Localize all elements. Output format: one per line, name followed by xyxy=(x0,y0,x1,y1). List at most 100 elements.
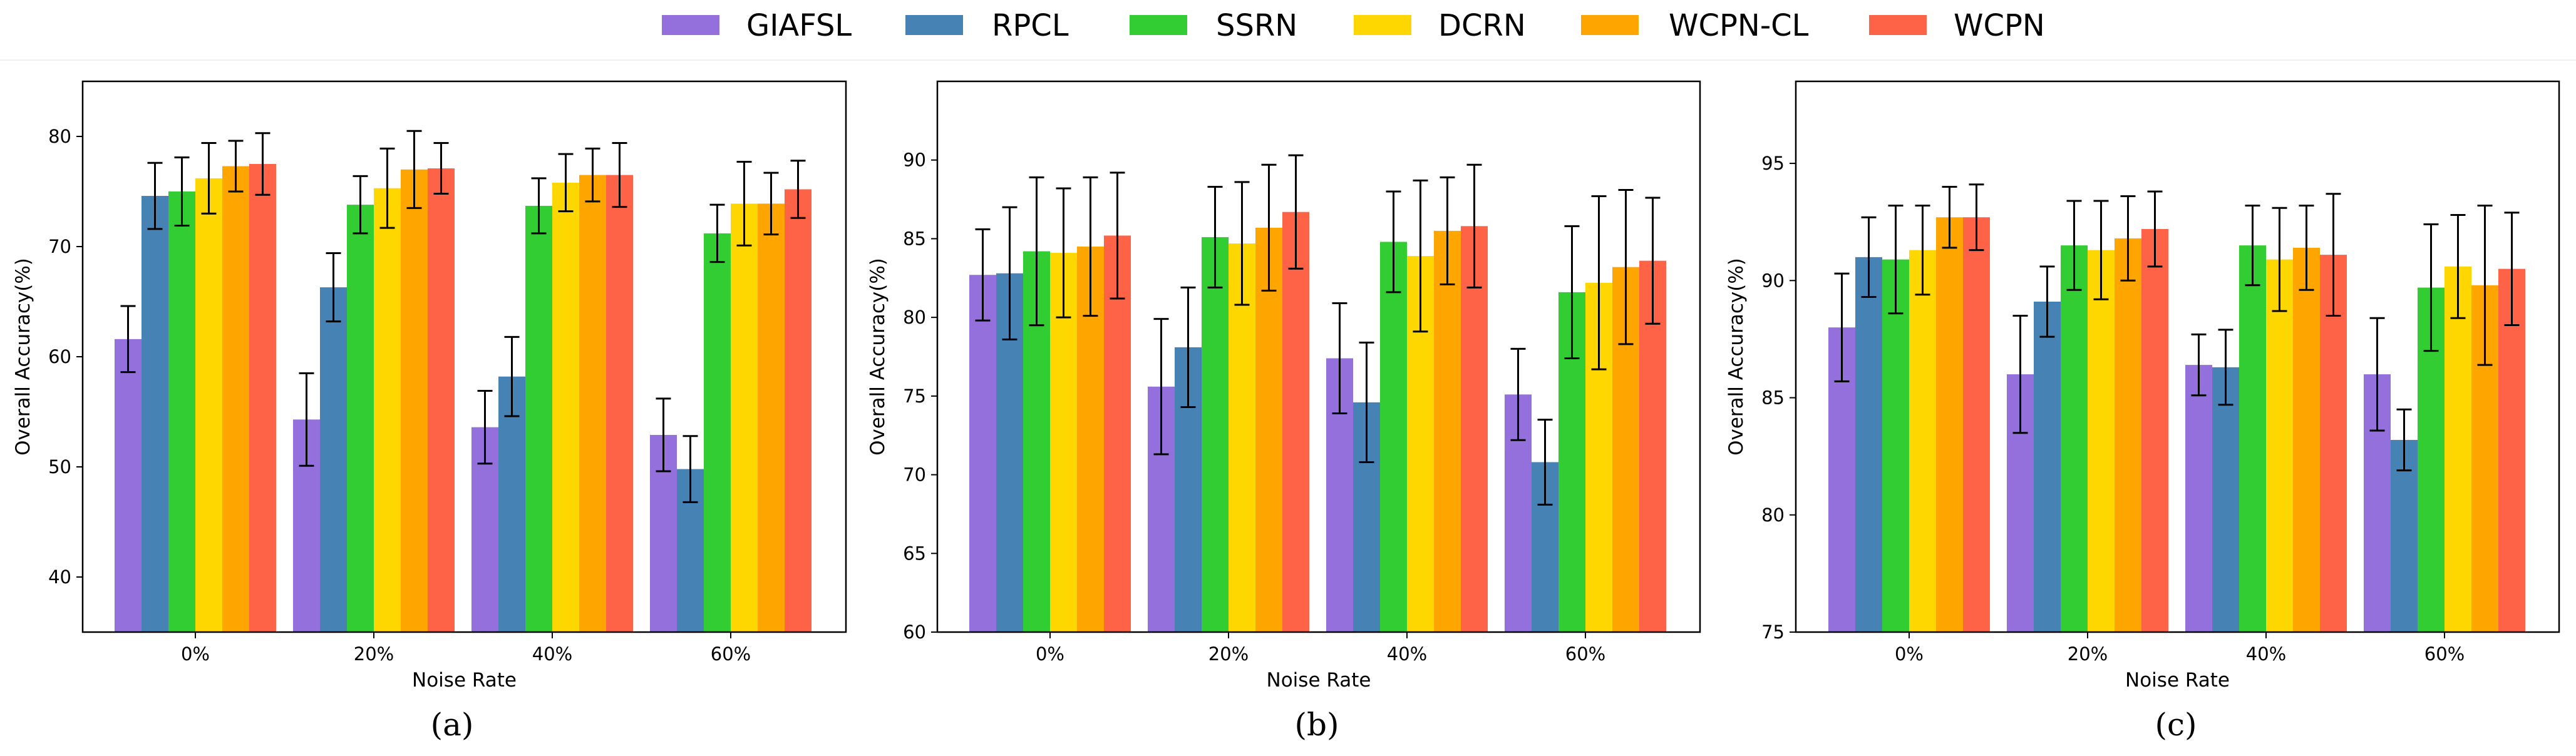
y-tick-label: 90 xyxy=(1761,270,1785,291)
x-tick-label: 60% xyxy=(2424,643,2465,665)
x-tick-label: 40% xyxy=(532,643,572,665)
error-bar-ssrn-60pct xyxy=(2423,223,2439,352)
error-bar-wcpn-cl-0pct xyxy=(1942,186,1957,249)
error-bar-giafsl-20pct xyxy=(2012,314,2028,434)
error-bar-giafsl-40pct xyxy=(1332,302,1347,415)
bar-dcrn-20pct xyxy=(1229,243,1255,632)
x-tick-label: 40% xyxy=(2246,643,2286,665)
bar-rpcl-40pct xyxy=(498,376,525,632)
bar-giafsl-40pct xyxy=(2185,365,2212,632)
bar-ssrn-60pct xyxy=(704,233,731,632)
error-bar-wcpn-cl-60pct xyxy=(763,171,779,236)
bar-wcpn-60pct xyxy=(785,189,811,633)
bar-dcrn-20pct xyxy=(2088,250,2115,632)
x-tick-label: 0% xyxy=(1895,643,1924,665)
chart-1: 40 50 60 70 80 0% 20% 40% 60% Noise Rate Overall A… xyxy=(12,80,847,743)
error-bar-wcpn-cl-0pct xyxy=(228,140,244,193)
error-bar-rpcl-40pct xyxy=(504,335,520,417)
error-bar-wcpn-40pct xyxy=(612,142,627,208)
y-tick-label: 70 xyxy=(48,236,71,257)
y-tick-label: 85 xyxy=(903,228,926,249)
x-tick-label: 20% xyxy=(2068,643,2108,665)
bar-ssrn-40pct xyxy=(1380,242,1407,632)
error-bar-ssrn-40pct xyxy=(2245,204,2260,287)
x-tick-label: 20% xyxy=(1208,643,1249,665)
subfigure-caption: (c) xyxy=(2155,707,2197,743)
error-bar-dcrn-0pct xyxy=(1056,187,1071,319)
error-bar-giafsl-0pct xyxy=(975,228,991,322)
error-bar-wcpn-cl-20pct xyxy=(2120,195,2136,282)
legend-label-wcpn-cl: WCPN-CL xyxy=(1669,8,1809,43)
bar-dcrn-20pct xyxy=(374,188,401,633)
y-tick-label: 40 xyxy=(48,566,71,588)
error-bar-dcrn-20pct xyxy=(379,147,395,229)
plot-frame xyxy=(1795,80,2560,633)
error-bar-ssrn-60pct xyxy=(1564,225,1580,360)
legend-swatch-wcpn-cl xyxy=(1581,15,1639,35)
error-bar-rpcl-0pct xyxy=(1002,206,1018,340)
subfigure-caption: (a) xyxy=(431,707,474,743)
bar-wcpn-cl-20pct xyxy=(2115,238,2141,632)
error-bar-dcrn-0pct xyxy=(1915,204,1930,296)
error-bar-dcrn-20pct xyxy=(1234,181,1250,306)
chart-2: 60 65 70 75 80 85 90 0% 20% 40% 60% Noise Rate Overa… xyxy=(867,80,1701,743)
bar-wcpn-cl-20pct xyxy=(1255,227,1282,632)
error-bar-dcrn-40pct xyxy=(558,153,574,213)
error-bar-giafsl-60pct xyxy=(656,397,671,472)
error-bar-ssrn-40pct xyxy=(531,177,547,235)
error-bar-rpcl-0pct xyxy=(1861,216,1877,299)
bar-ssrn-0pct xyxy=(1882,259,1909,633)
error-bar-giafsl-40pct xyxy=(477,390,493,465)
chart-3: 75 80 85 90 95 0% 20% 40% 60% Noise Rate Overall A… xyxy=(1725,80,2560,743)
x-tick-label: 60% xyxy=(1565,643,1605,665)
x-tick-label: 20% xyxy=(354,643,394,665)
error-bar-wcpn-0pct xyxy=(255,132,270,196)
subfigure-caption: (b) xyxy=(1294,707,1339,743)
error-bar-wcpn-cl-40pct xyxy=(2299,204,2314,291)
error-bar-dcrn-60pct xyxy=(1591,195,1607,370)
bar-wcpn-cl-40pct xyxy=(579,175,606,633)
error-bar-rpcl-40pct xyxy=(1359,341,1374,463)
error-bar-dcrn-0pct xyxy=(201,142,217,215)
bar-wcpn-cl-60pct xyxy=(758,203,785,632)
error-bar-wcpn-60pct xyxy=(790,160,806,219)
x-axis-label: Noise Rate xyxy=(1267,669,1371,692)
error-bar-ssrn-0pct xyxy=(1888,204,1904,315)
bar-wcpn-60pct xyxy=(2498,268,2525,632)
error-bar-wcpn-0pct xyxy=(1969,183,1984,252)
bar-wcpn-40pct xyxy=(606,175,633,633)
plot-frame xyxy=(936,80,1701,633)
error-bar-ssrn-20pct xyxy=(353,175,368,235)
bar-ssrn-40pct xyxy=(2239,245,2266,632)
error-bar-dcrn-40pct xyxy=(2272,207,2287,312)
legend-label-rpcl: RPCL xyxy=(992,8,1069,43)
error-bar-ssrn-0pct xyxy=(174,156,190,227)
bar-giafsl-0pct xyxy=(115,339,142,632)
bar-ssrn-20pct xyxy=(1202,237,1229,632)
error-bar-rpcl-20pct xyxy=(2039,265,2055,338)
bar-rpcl-20pct xyxy=(2034,302,2061,632)
y-tick-label: 70 xyxy=(903,464,926,486)
bar-wcpn-cl-0pct xyxy=(1936,217,1963,632)
error-bar-wcpn-20pct xyxy=(433,142,449,195)
y-tick-label: 90 xyxy=(903,150,926,171)
bar-ssrn-20pct xyxy=(347,205,374,632)
bar-wcpn-20pct xyxy=(2141,228,2168,632)
y-tick-label: 75 xyxy=(903,386,926,407)
error-bar-wcpn-60pct xyxy=(1645,197,1661,325)
error-bar-wcpn-60pct xyxy=(2504,212,2520,326)
error-bar-ssrn-40pct xyxy=(1386,190,1401,294)
y-tick-label: 95 xyxy=(1761,153,1785,174)
y-axis-label: Overall Accuracy(%) xyxy=(1725,258,1748,456)
error-bar-wcpn-cl-60pct xyxy=(2477,204,2493,366)
error-bar-wcpn-0pct xyxy=(1110,171,1125,300)
bar-ssrn-40pct xyxy=(525,205,552,632)
error-bar-giafsl-0pct xyxy=(1834,272,1850,382)
bar-dcrn-40pct xyxy=(552,182,579,632)
legend-swatch-rpcl xyxy=(905,15,963,35)
bar-ssrn-0pct xyxy=(168,192,195,632)
bar-rpcl-0pct xyxy=(1855,257,1882,632)
error-bar-ssrn-20pct xyxy=(2066,200,2082,291)
bar-wcpn-cl-0pct xyxy=(222,166,249,632)
